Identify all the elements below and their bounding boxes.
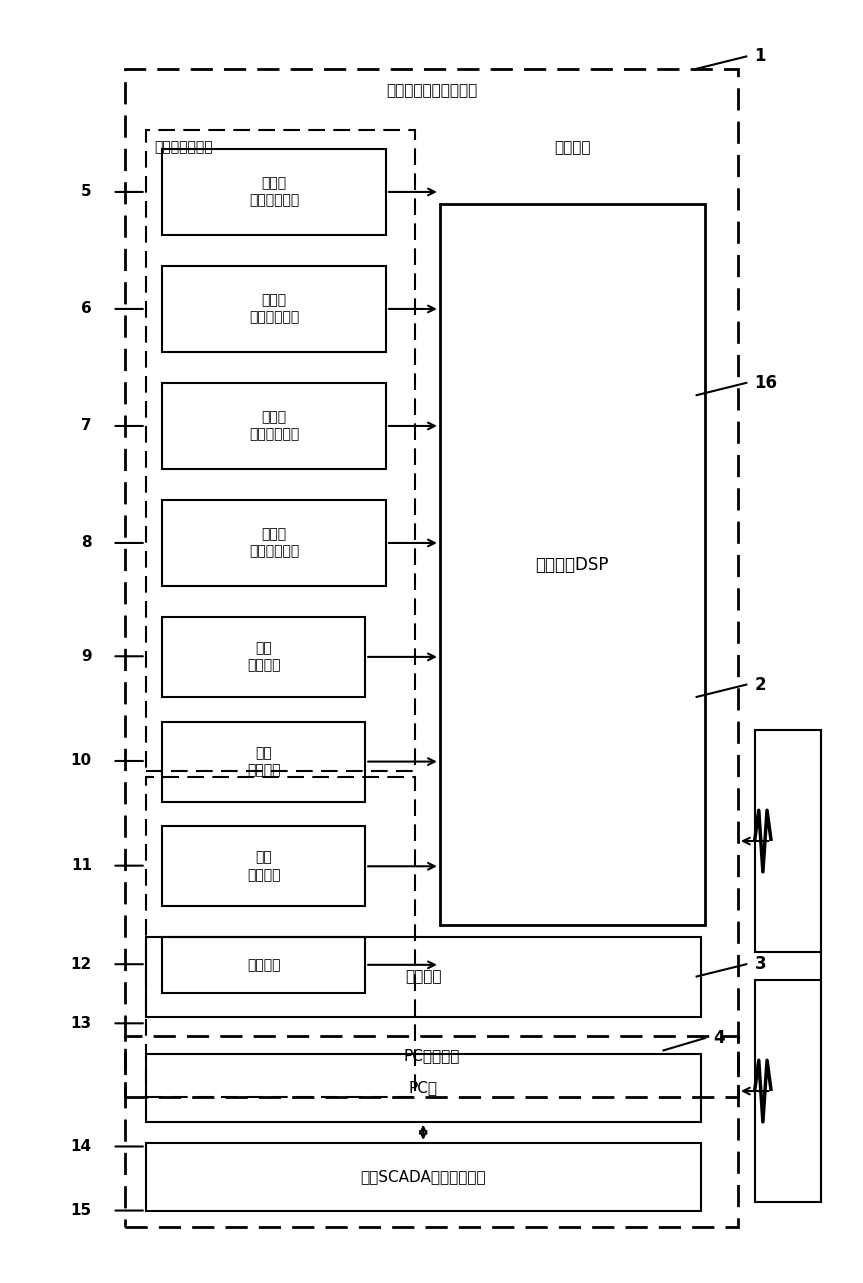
Bar [146,1143,701,1211]
Text: 电源单元: 电源单元 [405,970,442,984]
Text: 二次侧
电流采集模块: 二次侧 电流采集模块 [249,527,299,558]
Bar [162,617,365,697]
Text: 1: 1 [754,47,766,65]
Bar [754,730,821,952]
Bar [162,266,386,352]
Bar [440,204,705,925]
Text: 处理单元DSP: 处理单元DSP [536,556,609,574]
Bar [162,149,386,235]
Text: 10: 10 [71,753,91,769]
Text: 控制单元: 控制单元 [554,140,590,155]
Text: 数据
存储模块: 数据 存储模块 [247,851,280,881]
Text: 13: 13 [71,1016,91,1030]
Text: 通讯模块: 通讯模块 [247,958,280,971]
Bar [162,826,365,906]
Bar [125,1035,738,1227]
Text: PC机: PC机 [409,1080,438,1096]
Text: 配电SCADA系统通讯接口: 配电SCADA系统通讯接口 [361,1169,486,1184]
Bar [162,382,386,470]
Text: 6: 6 [81,302,91,317]
Text: 8: 8 [81,535,91,550]
Text: 12: 12 [71,957,91,971]
Bar [162,937,365,993]
Text: 一次侧
电压采集模块: 一次侧 电压采集模块 [249,176,299,208]
Bar [162,500,386,586]
Bar [146,777,415,1097]
Text: 3: 3 [754,956,766,974]
Text: 运行参数实时采集装置: 运行参数实时采集装置 [386,83,477,99]
Text: 16: 16 [754,373,778,391]
Text: 4: 4 [713,1029,725,1047]
Text: 扩展
接口模块: 扩展 接口模块 [247,642,280,672]
Text: 模拟量采集单元: 模拟量采集单元 [154,140,212,154]
Bar [162,721,365,802]
Text: 一次侧
电流采集模块: 一次侧 电流采集模块 [249,294,299,325]
Text: 人机
交互模块: 人机 交互模块 [247,745,280,777]
Text: 2: 2 [754,676,766,694]
Text: PC监测平台: PC监测平台 [403,1048,460,1062]
Bar [146,1055,701,1121]
Bar [146,131,415,771]
Bar [125,69,738,1097]
Text: 5: 5 [81,185,91,199]
Bar [754,980,821,1202]
Text: 7: 7 [81,418,91,434]
Text: 11: 11 [71,858,91,874]
Bar [146,937,701,1017]
Text: 15: 15 [71,1203,91,1218]
Text: 9: 9 [81,649,91,663]
Text: 14: 14 [71,1139,91,1153]
Text: 二次侧
电压采集模块: 二次侧 电压采集模块 [249,411,299,441]
